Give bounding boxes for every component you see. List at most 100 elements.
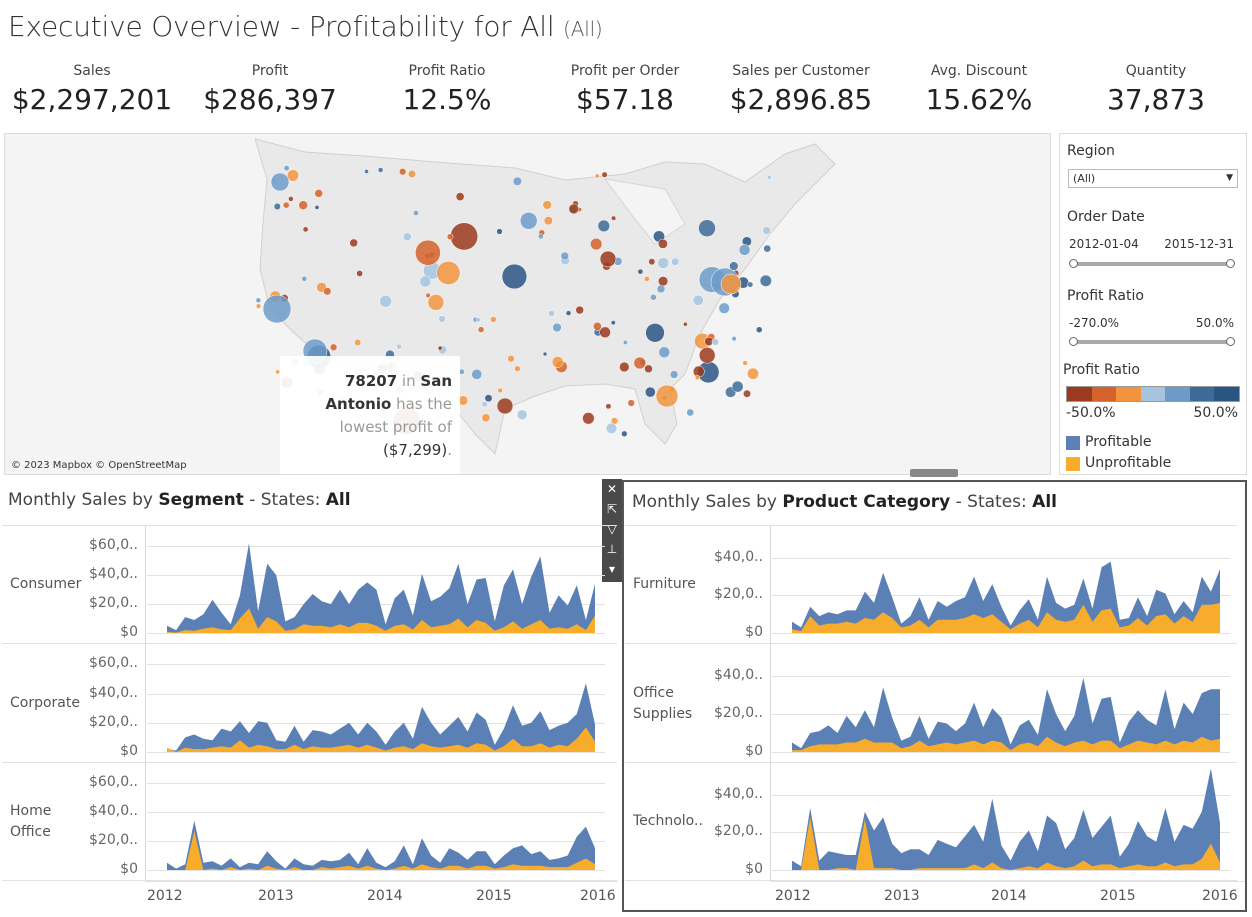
map-dot[interactable] xyxy=(542,351,548,357)
map-dot[interactable] xyxy=(683,321,688,327)
category-panel[interactable]: Monthly Sales by Product Category - Stat… xyxy=(622,480,1247,912)
map-dot[interactable] xyxy=(610,320,616,326)
map-dot[interactable] xyxy=(594,173,600,179)
map-dot[interactable] xyxy=(471,369,483,380)
map-dot[interactable] xyxy=(329,343,338,351)
map-dot[interactable] xyxy=(565,310,572,316)
map-bubble[interactable] xyxy=(270,172,290,192)
map-dot[interactable] xyxy=(413,210,419,216)
map-dot[interactable] xyxy=(496,228,503,235)
area-chart-consumer[interactable] xyxy=(147,525,605,643)
legend-unprofitable[interactable]: Unprofitable xyxy=(1085,455,1172,471)
map-dot[interactable] xyxy=(648,258,656,266)
area-chart-corporate[interactable] xyxy=(147,643,605,762)
map-dot[interactable] xyxy=(275,369,280,375)
map-dot[interactable] xyxy=(415,239,441,266)
map-dot[interactable] xyxy=(419,275,432,288)
slider-handle-start[interactable] xyxy=(1069,259,1078,268)
map-dot[interactable] xyxy=(436,261,461,285)
kpi-avg-discount[interactable]: Avg. Discount 15.62% xyxy=(895,60,1063,118)
map-dot[interactable] xyxy=(599,326,611,339)
map-dot[interactable] xyxy=(747,367,759,380)
kpi-profit-ratio[interactable]: Profit Ratio 12.5% xyxy=(362,60,532,118)
slider-handle-end[interactable] xyxy=(1226,259,1235,268)
map-dot[interactable] xyxy=(605,422,618,434)
map-dot[interactable] xyxy=(611,215,617,221)
map-dot[interactable] xyxy=(759,274,772,287)
map-dot[interactable] xyxy=(354,339,362,346)
map-dot[interactable] xyxy=(627,399,635,407)
map-dot[interactable] xyxy=(283,165,290,172)
map-dot[interactable] xyxy=(475,317,481,323)
map-dot[interactable] xyxy=(762,226,771,235)
map-dot[interactable] xyxy=(399,168,407,176)
expand-icon[interactable]: ⇱ xyxy=(606,502,618,516)
kpi-profit-per-order[interactable]: Profit per Order $57.18 xyxy=(540,60,710,118)
series-area-unprofitable[interactable] xyxy=(167,727,595,752)
map-canvas[interactable] xyxy=(5,134,1051,475)
map-dot[interactable] xyxy=(582,412,595,425)
map-dot[interactable] xyxy=(747,281,754,288)
map-dot[interactable] xyxy=(301,276,308,282)
map-dot[interactable] xyxy=(766,175,772,180)
map-dot[interactable] xyxy=(538,233,544,240)
map-dot[interactable] xyxy=(396,343,402,350)
series-area-profitable[interactable] xyxy=(792,768,1220,871)
map-dot[interactable] xyxy=(622,340,628,345)
region-dropdown[interactable]: (All) ▼ xyxy=(1068,169,1238,188)
map-dot[interactable] xyxy=(551,356,564,368)
map-dot[interactable] xyxy=(286,169,299,182)
map-dot[interactable] xyxy=(698,219,716,237)
map-dot[interactable] xyxy=(658,276,669,287)
map-dot[interactable] xyxy=(349,238,358,248)
map-dot[interactable] xyxy=(552,322,562,333)
map-dot[interactable] xyxy=(512,176,522,186)
series-area-profitable[interactable] xyxy=(167,683,595,752)
map-dot[interactable] xyxy=(743,389,751,398)
map-dot[interactable] xyxy=(593,321,602,331)
map-dot[interactable] xyxy=(288,196,294,202)
kpi-profit[interactable]: Profit $286,397 xyxy=(185,60,355,118)
area-chart-technolo-[interactable] xyxy=(772,762,1230,880)
map-bubble[interactable] xyxy=(655,384,679,408)
map-dot[interactable] xyxy=(657,238,668,249)
map-dot[interactable] xyxy=(669,370,679,379)
series-area-unprofitable[interactable] xyxy=(792,602,1220,633)
map-dot[interactable] xyxy=(755,326,763,333)
map-dot[interactable] xyxy=(731,380,744,393)
map-dot[interactable] xyxy=(484,394,493,403)
map-dot[interactable] xyxy=(519,212,538,230)
slider-handle-end[interactable] xyxy=(1226,337,1235,346)
map-dot[interactable] xyxy=(364,169,369,174)
map-dot[interactable] xyxy=(686,408,695,417)
map-bubble[interactable] xyxy=(720,273,742,295)
map-dot[interactable] xyxy=(437,345,443,351)
map-dot[interactable] xyxy=(507,355,515,363)
map-bubble[interactable] xyxy=(496,397,514,415)
kpi-sales-per-customer[interactable]: Sales per Customer $2,896.85 xyxy=(712,60,890,118)
map-dot[interactable] xyxy=(645,323,665,343)
map-dot[interactable] xyxy=(427,294,445,311)
map-dot[interactable] xyxy=(729,261,739,271)
map-dot[interactable] xyxy=(481,413,491,423)
area-chart-home-office[interactable] xyxy=(147,762,605,880)
map-dot[interactable] xyxy=(450,222,479,251)
map-dot[interactable] xyxy=(644,386,656,398)
map-dot[interactable] xyxy=(282,201,290,209)
map-dot[interactable] xyxy=(718,302,730,314)
series-area-unprofitable[interactable] xyxy=(792,736,1220,752)
map-dot[interactable] xyxy=(446,233,454,240)
map-dot[interactable] xyxy=(403,232,412,241)
map-dot[interactable] xyxy=(438,315,446,323)
map-dot[interactable] xyxy=(542,200,552,210)
map-bubble[interactable] xyxy=(262,294,292,324)
map-dot[interactable] xyxy=(407,169,416,179)
map-dot[interactable] xyxy=(314,189,323,198)
map-dot[interactable] xyxy=(314,205,320,210)
map-dot[interactable] xyxy=(323,287,332,296)
series-area-unprofitable[interactable] xyxy=(167,608,595,633)
kpi-quantity[interactable]: Quantity 37,873 xyxy=(1072,60,1240,118)
map-dot[interactable] xyxy=(379,295,392,308)
resize-handle[interactable] xyxy=(910,469,958,477)
map-dot[interactable] xyxy=(742,360,748,366)
